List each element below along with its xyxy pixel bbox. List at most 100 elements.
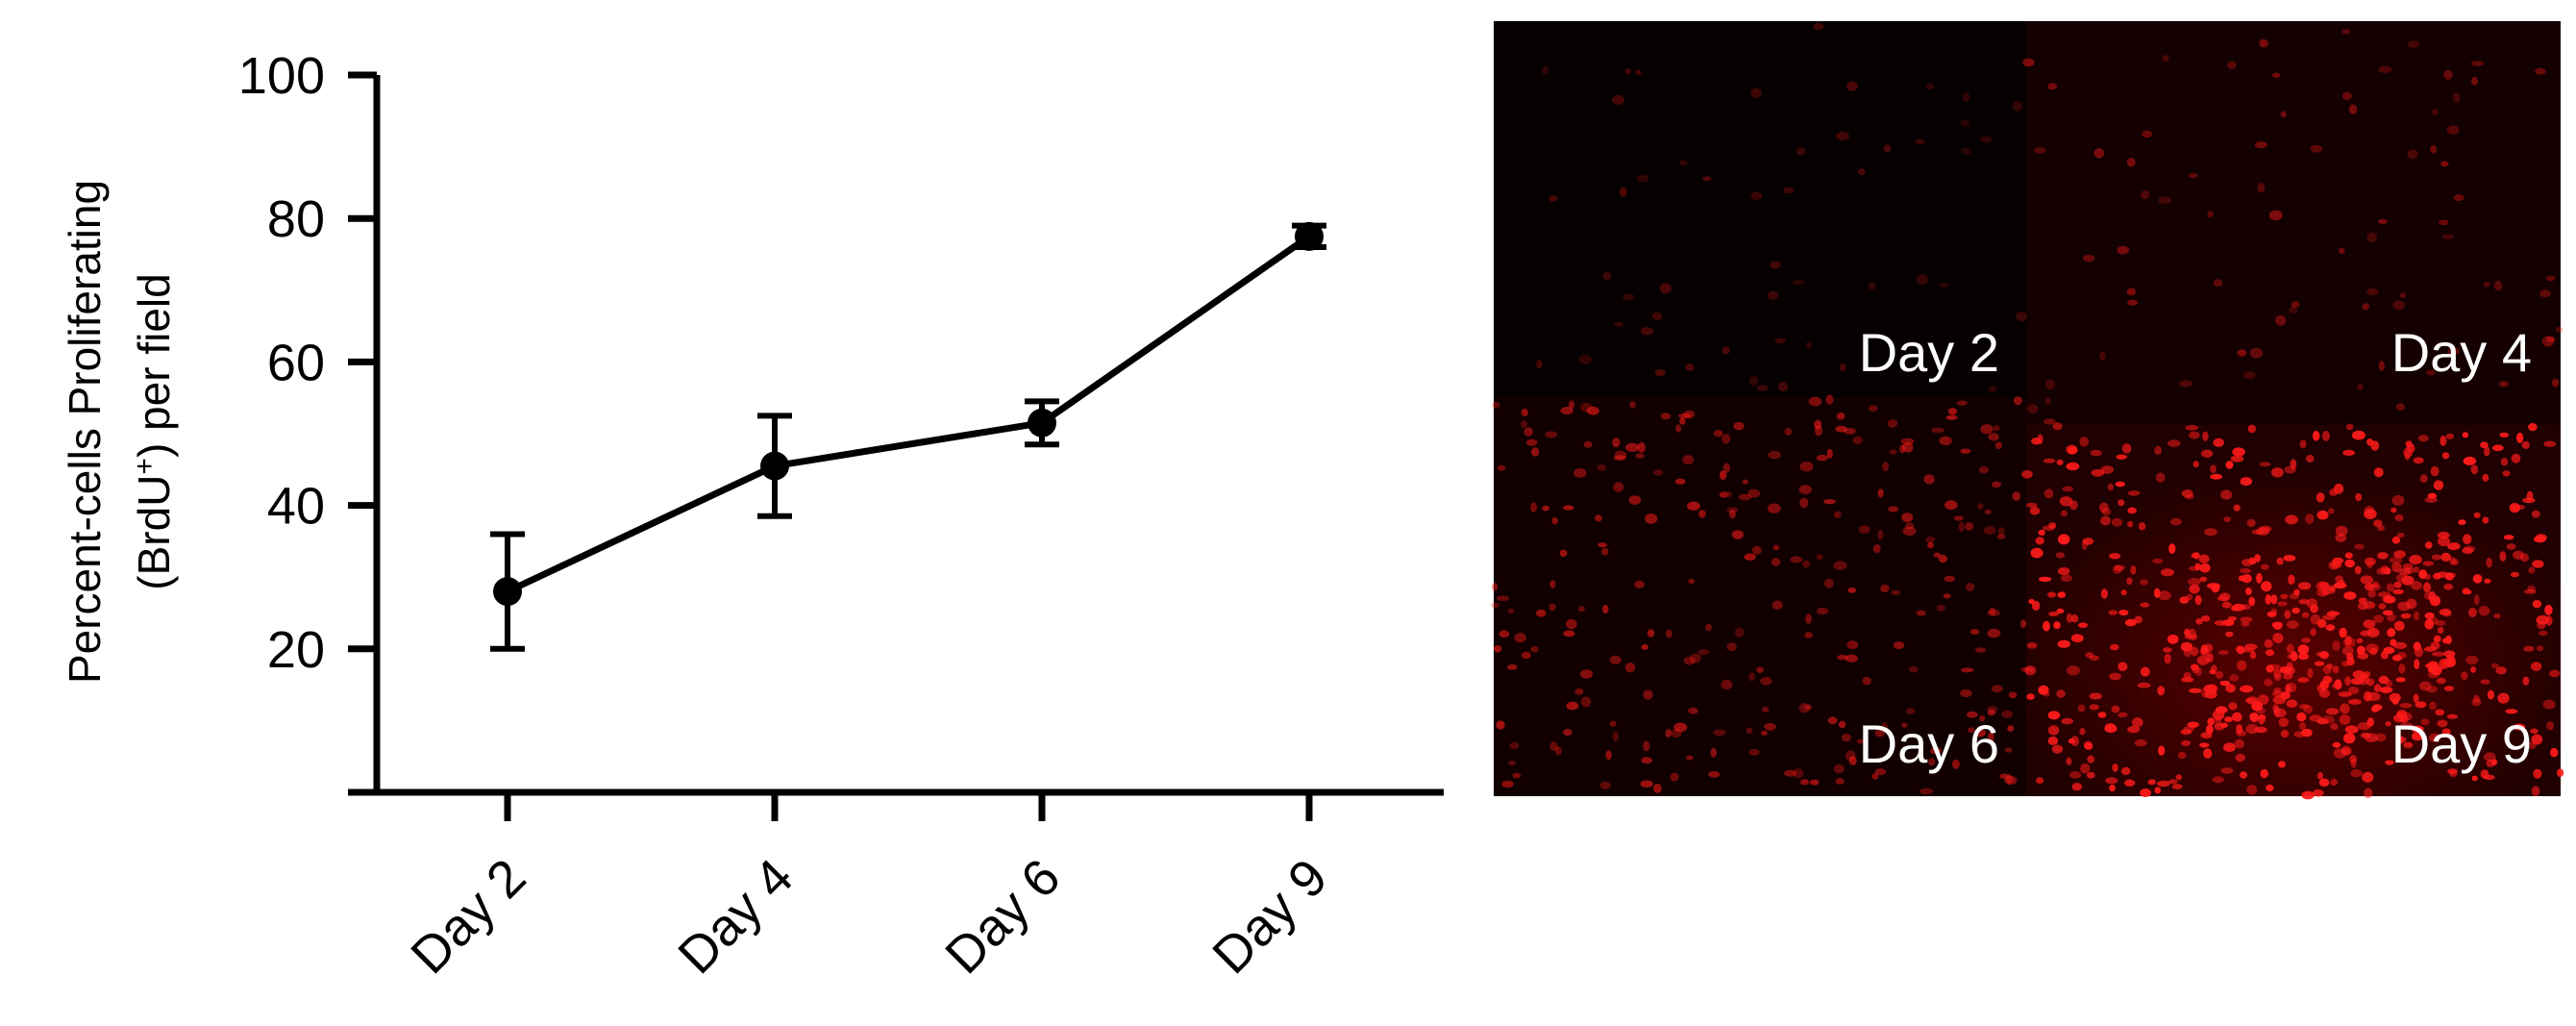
- nucleus: [2230, 455, 2244, 463]
- nucleus: [1731, 530, 1744, 539]
- nucleus: [1682, 455, 1695, 465]
- nucleus: [2043, 488, 2054, 499]
- nucleus: [2480, 441, 2489, 449]
- y-tick-label: 80: [267, 190, 325, 248]
- nucleus: [2085, 652, 2094, 659]
- nucleus: [2271, 621, 2283, 628]
- nucleus: [1507, 663, 1518, 670]
- nucleus: [2378, 603, 2387, 610]
- nucleus: [2273, 673, 2282, 682]
- y-tick-label: 20: [267, 621, 325, 679]
- nucleus: [1958, 521, 1965, 533]
- nucleus: [1673, 722, 1688, 733]
- nucleus: [2366, 232, 2377, 242]
- nucleus: [2284, 666, 2295, 675]
- nucleus: [2242, 559, 2253, 566]
- nucleus: [2090, 449, 2102, 457]
- nucleus: [2155, 472, 2166, 483]
- nucleus: [1612, 94, 1624, 105]
- nucleus: [2443, 650, 2456, 658]
- nucleus: [2413, 693, 2419, 703]
- nucleus: [1784, 428, 1793, 436]
- nucleus: [2038, 685, 2049, 695]
- micrograph-tile-day2: [1494, 21, 2026, 398]
- nucleus: [2391, 562, 2402, 573]
- nucleus: [2286, 643, 2294, 654]
- nucleus: [2156, 780, 2170, 788]
- nucleus: [2080, 763, 2091, 774]
- nucleus: [1947, 408, 1958, 415]
- nucleus: [2195, 667, 2203, 676]
- nucleus: [2528, 740, 2537, 750]
- nucleus: [1719, 491, 1732, 498]
- nucleus: [1888, 506, 1899, 513]
- nucleus: [2321, 614, 2336, 620]
- nucleus: [2232, 447, 2245, 457]
- nucleus: [1979, 136, 1993, 143]
- nucleus: [2545, 275, 2556, 282]
- nucleus: [1742, 479, 1748, 485]
- nucleus: [1554, 746, 1562, 756]
- nucleus: [1803, 704, 1813, 711]
- nucleus: [2278, 717, 2290, 727]
- nucleus: [2384, 567, 2391, 575]
- nucleus: [2417, 435, 2429, 442]
- nucleus: [1721, 679, 1733, 690]
- nucleus: [2259, 38, 2268, 48]
- nucleus: [1756, 385, 1769, 391]
- nucleus: [2291, 607, 2300, 614]
- nucleus: [1777, 382, 1788, 392]
- nucleus: [2260, 563, 2269, 570]
- nucleus: [1961, 147, 1971, 155]
- nucleus: [2177, 751, 2187, 760]
- nucleus: [2539, 630, 2548, 637]
- nucleus: [2066, 613, 2073, 623]
- nucleus: [2470, 61, 2485, 66]
- nucleus: [1733, 421, 1745, 431]
- nucleus: [2286, 620, 2299, 629]
- nucleus: [2542, 699, 2556, 710]
- nucleus: [1651, 312, 1663, 321]
- nucleus: [2126, 158, 2136, 167]
- nucleus: [1678, 160, 1688, 166]
- nucleus: [1719, 470, 1727, 481]
- nucleus: [2183, 672, 2192, 679]
- nucleus: [2056, 459, 2064, 465]
- nucleus: [2325, 708, 2340, 715]
- nucleus: [2407, 149, 2418, 160]
- nucleus: [2364, 509, 2377, 519]
- nucleus: [2413, 566, 2420, 573]
- y-axis-label-superscript: +: [129, 458, 161, 475]
- nucleus: [2499, 551, 2507, 562]
- nucleus: [2482, 516, 2489, 524]
- nucleus: [2219, 680, 2231, 687]
- nucleus: [2066, 757, 2072, 765]
- nucleus: [1637, 174, 1649, 183]
- nucleus: [2140, 602, 2150, 608]
- nucleus: [2510, 571, 2519, 578]
- nucleus: [2332, 682, 2340, 689]
- nucleus: [2350, 769, 2363, 778]
- nucleus: [2316, 492, 2325, 503]
- nucleus: [2264, 678, 2273, 687]
- nucleus: [2445, 635, 2452, 644]
- nucleus: [1905, 522, 1915, 530]
- nucleus: [1857, 168, 1866, 176]
- nucleus: [2016, 312, 2027, 322]
- nucleus: [2452, 92, 2461, 103]
- nucleus: [2057, 639, 2070, 648]
- nucleus: [2532, 600, 2542, 609]
- nucleus: [2227, 61, 2237, 69]
- nucleus: [2289, 306, 2297, 314]
- nucleus: [2297, 653, 2310, 661]
- data-point: [1028, 408, 1056, 438]
- nucleus: [2271, 467, 2284, 478]
- nucleus: [1930, 747, 1943, 755]
- nucleus: [2468, 608, 2477, 617]
- nucleus: [2277, 601, 2288, 607]
- nucleus: [2021, 470, 2033, 479]
- nucleus: [2210, 473, 2223, 480]
- y-tick-label: 100: [238, 47, 325, 105]
- nucleus: [2124, 618, 2137, 627]
- nucleus: [1968, 727, 1975, 734]
